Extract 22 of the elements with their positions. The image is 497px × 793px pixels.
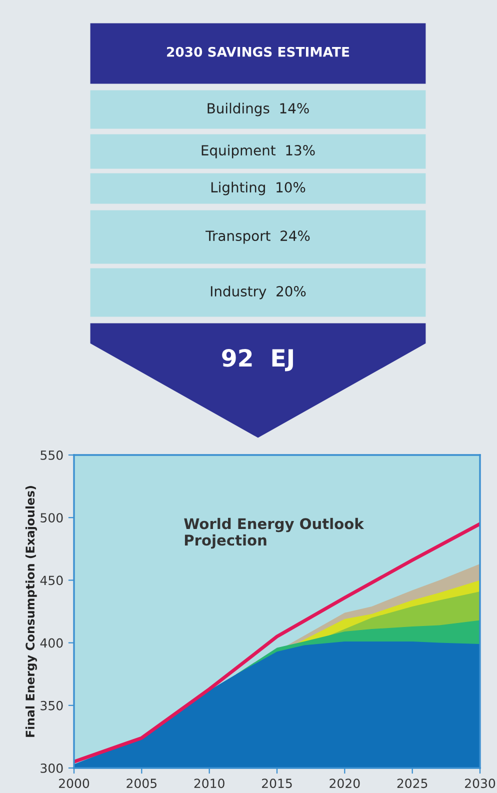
y-tick-label: 500: [40, 513, 63, 523]
y-tick-label: 300: [40, 763, 63, 773]
y-tick-label: 450: [40, 576, 63, 586]
x-tick-label: 2025: [397, 778, 428, 788]
x-tick-label: 2005: [126, 778, 156, 788]
annotation: World Energy Outlook Projection: [184, 518, 364, 549]
y-tick-label: 350: [40, 700, 63, 710]
y-axis-title: Final Energy Consumption (Exajoules): [25, 486, 37, 737]
text: 2030 SAVINGS ESTIMATE: [167, 46, 350, 57]
text: Transport 24%: [206, 230, 310, 244]
y-tick-label: 400: [40, 638, 63, 648]
x-tick-label: 2030: [465, 778, 496, 788]
x-tick-label: 2020: [330, 778, 360, 788]
x-tick-label: 2015: [262, 778, 292, 788]
text: Equipment 13%: [202, 144, 315, 158]
text: Lighting 10%: [211, 182, 306, 196]
text: Buildings 14%: [208, 102, 309, 116]
x-tick-label: 2000: [59, 778, 90, 788]
text: 92 EJ: [222, 348, 293, 372]
x-tick-label: 2010: [194, 778, 224, 788]
text: Industry 20%: [210, 286, 306, 300]
y-tick-label: 550: [40, 450, 63, 460]
